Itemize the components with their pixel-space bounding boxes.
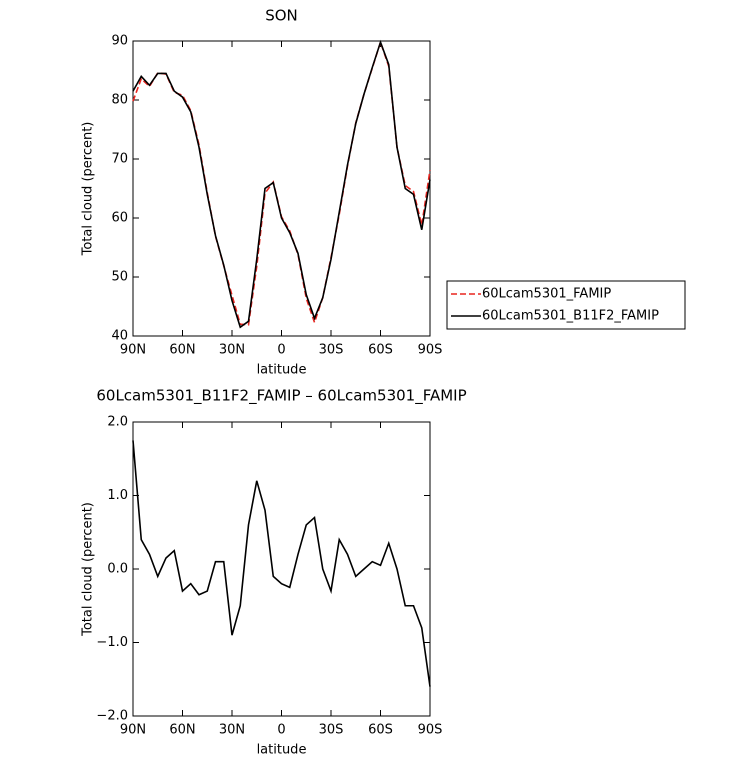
x-tick-label: 90S	[418, 343, 443, 358]
y-tick-label: 50	[111, 270, 128, 285]
x-tick-label: 30N	[219, 723, 245, 738]
y-axis-label: Total cloud (percent)	[81, 502, 96, 637]
legend-label: 60Lcam5301_FAMIP	[482, 287, 611, 302]
x-axis-label: latitude	[257, 363, 307, 378]
legend-box	[446, 280, 686, 330]
x-tick-label: 90N	[120, 723, 146, 738]
plot-frame	[132, 40, 431, 337]
x-tick-label: 30S	[319, 343, 344, 358]
x-axis-label: latitude	[257, 743, 307, 758]
legend-label: 60Lcam5301_B11F2_FAMIP	[482, 309, 659, 324]
x-tick-label: 60N	[169, 343, 195, 358]
y-tick-label: 90	[111, 34, 128, 49]
y-tick-label: 2.0	[107, 415, 128, 430]
chart-title: 60Lcam5301_B11F2_FAMIP – 60Lcam5301_FAMI…	[96, 387, 466, 406]
y-tick-label: 60	[111, 211, 128, 226]
x-tick-label: 60N	[169, 723, 195, 738]
x-tick-label: 30N	[219, 343, 245, 358]
x-tick-label: 90N	[120, 343, 146, 358]
y-tick-label: 0.0	[107, 562, 128, 577]
y-tick-label: 40	[111, 329, 128, 344]
x-tick-label: 60S	[368, 723, 393, 738]
x-tick-label: 60S	[368, 343, 393, 358]
y-tick-label: 80	[111, 93, 128, 108]
y-axis-label: Total cloud (percent)	[81, 122, 96, 257]
x-tick-label: 0	[277, 723, 285, 738]
x-tick-label: 30S	[319, 723, 344, 738]
y-tick-label: 70	[111, 152, 128, 167]
data-line	[132, 39, 431, 326]
data-line	[132, 440, 431, 687]
y-tick-label: −2.0	[96, 709, 128, 724]
y-tick-label: −1.0	[96, 635, 128, 650]
y-tick-label: 1.0	[107, 488, 128, 503]
chart-title: SON	[265, 7, 298, 25]
x-tick-label: 90S	[418, 723, 443, 738]
x-tick-label: 0	[277, 343, 285, 358]
data-line	[132, 39, 431, 329]
